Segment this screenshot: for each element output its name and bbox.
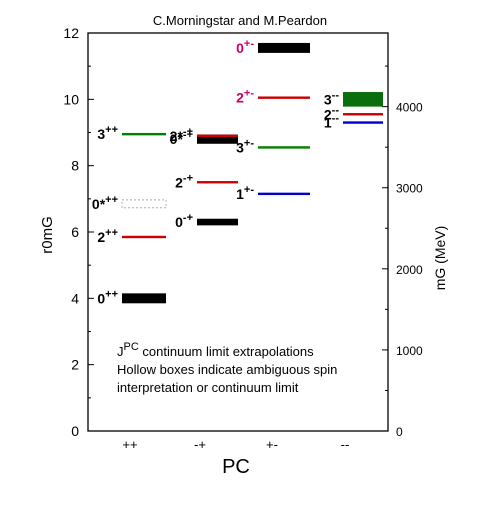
state-label: 3++ — [97, 124, 118, 142]
state-line — [343, 121, 383, 124]
y-right-tick-label: 3000 — [396, 182, 423, 196]
state-line — [122, 235, 166, 239]
state-label: 0++ — [97, 288, 118, 306]
state-label: 1+- — [236, 184, 254, 202]
state-label: 2++ — [97, 227, 118, 245]
y-left-tick-label: 6 — [71, 224, 79, 240]
state-label: 2-+ — [175, 172, 193, 190]
state-line — [258, 192, 310, 196]
state-line — [197, 181, 238, 184]
y-left-tick-label: 10 — [63, 91, 79, 107]
annotation-line-3: interpretation or continuum limit — [117, 380, 299, 395]
state-label: 1-- — [324, 113, 339, 131]
states: 0++ 2++ 0*++ 3++ 0-+ 2-+ 0*-+2*-+ 1+- 3+- 2+- 0+- 1… — [92, 38, 383, 306]
state-line — [258, 96, 310, 99]
state-box — [197, 218, 238, 226]
state-box — [258, 42, 310, 53]
state-label: 0-+ — [175, 212, 193, 230]
state-label: 2*-+ — [170, 126, 193, 144]
state-label: 2-- — [324, 104, 339, 122]
x-axis-label: PC — [222, 456, 250, 478]
annotation: JPC continuum limit extrapolations Hollow… — [117, 341, 337, 395]
state-line — [258, 146, 310, 149]
state-label: 0*++ — [92, 194, 118, 212]
y-right-tick-label: 2000 — [396, 263, 423, 277]
state-label: 0+- — [236, 38, 254, 56]
annotation-line-1: JPC continuum limit extrapolations — [117, 341, 314, 359]
y-axis-label-left: r0mG — [39, 216, 56, 254]
state-line — [343, 113, 383, 116]
y-right-tick-label: 4000 — [396, 101, 423, 115]
y-left-tick-label: 12 — [63, 25, 79, 41]
state-label: 3-- — [324, 89, 339, 107]
x-tick-label: -+ — [194, 437, 206, 452]
x-tick-label: +- — [266, 437, 278, 452]
annotation-line-2: Hollow boxes indicate ambiguous spin — [117, 362, 337, 377]
state-label: 0*-+ — [170, 129, 193, 147]
y-left-tick-label: 8 — [71, 158, 79, 174]
state-line — [197, 134, 238, 138]
state-box — [122, 293, 166, 304]
x-tick-label: -- — [341, 437, 350, 452]
state-line — [122, 132, 166, 136]
y-left-tick-label: 0 — [71, 423, 79, 439]
x-tick-label: ++ — [122, 437, 137, 452]
y-left-tick-label: 4 — [71, 290, 79, 306]
axes: 0 2 4 6 8 10 12 0 1000 2000 3000 4000 ++ -+ +- -- PC r0mG… — [39, 25, 448, 478]
y-left-tick-label: 2 — [71, 357, 79, 373]
y-right-tick-label: 0 — [396, 425, 403, 439]
state-box — [343, 92, 383, 107]
state-label: 2+- — [236, 88, 254, 106]
y-axis-label-right: mG (MeV) — [432, 226, 448, 291]
state-label: 3+- — [236, 137, 254, 155]
state-box — [197, 134, 238, 144]
state-hollow-box — [121, 199, 167, 209]
chart-title: C.Morningstar and M.Peardon — [153, 13, 327, 28]
y-right-tick-label: 1000 — [396, 344, 423, 358]
